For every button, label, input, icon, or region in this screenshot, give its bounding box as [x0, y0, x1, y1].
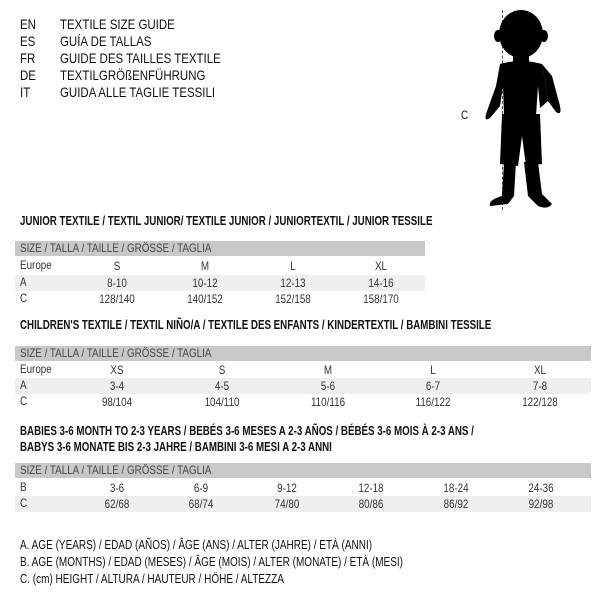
language-code: EN	[20, 16, 36, 32]
table-cell: 18-24	[443, 481, 469, 495]
table-cell: 104/110	[204, 395, 240, 409]
language-code: DE	[20, 67, 36, 83]
table-cell: 9-12	[277, 481, 297, 495]
table-cell: 110/116	[310, 395, 346, 409]
table-cell: 92/98	[528, 497, 554, 511]
legend-line: B. AGE (MONTHS) / EDAD (MESES) / ÂGE (MO…	[20, 555, 403, 569]
table-cell: 6-7	[425, 379, 441, 393]
table-cell: L	[430, 363, 436, 377]
table-cell: 86/92	[443, 497, 469, 511]
language-title: GUIDA ALLE TAGLIE TESSILI	[60, 84, 216, 100]
row-shading	[15, 378, 591, 394]
language-title: TEXTILGRÖßENFÜHRUNG	[60, 67, 206, 83]
table-cell: 10-12	[192, 276, 218, 290]
table-cell: L	[290, 259, 296, 273]
language-title: GUÍA DE TALLAS	[60, 33, 152, 49]
table-cell: 140/152	[187, 292, 223, 306]
table-cell: 4-5	[214, 379, 230, 393]
row-label: C	[20, 394, 28, 408]
size-header-label: SIZE / TALLA / TAILLE / GRÖSSE / TAGLIA	[20, 463, 212, 477]
table-cell: 3-4	[109, 379, 125, 393]
size-header-label: SIZE / TALLA / TAILLE / GRÖSSE / TAGLIA	[20, 241, 212, 255]
table-cell: 116/122	[415, 395, 451, 409]
table-cell: 158/170	[363, 292, 399, 306]
table-cell: XS	[110, 363, 124, 377]
table-cell: 62/68	[104, 497, 130, 511]
language-code: IT	[20, 84, 31, 100]
table-cell: 8-10	[107, 276, 127, 290]
language-title: TEXTILE SIZE GUIDE	[60, 16, 175, 32]
table-title-line2: BABYS 3-6 MONATE BIS 2-3 JAHRE / BAMBINI…	[20, 440, 332, 454]
row-shading	[15, 496, 591, 512]
table-cell: 12-18	[358, 481, 384, 495]
table-cell: 3-6	[109, 481, 125, 495]
table-cell: 24-36	[528, 481, 554, 495]
size-header-bar	[15, 241, 425, 256]
table-cell: M	[323, 363, 333, 377]
size-header-label: SIZE / TALLA / TAILLE / GRÖSSE / TAGLIA	[20, 346, 212, 360]
measure-label: C	[461, 108, 469, 122]
size-header-bar	[15, 463, 591, 478]
row-label: A	[20, 378, 27, 392]
baby-silhouette-icon	[485, 10, 561, 208]
table-cell: 7-8	[532, 379, 548, 393]
row-label: Europe	[20, 258, 52, 272]
table-cell: 128/140	[99, 292, 135, 306]
row-label: Europe	[20, 362, 52, 376]
table-cell: XL	[374, 259, 388, 273]
row-label: C	[20, 496, 28, 510]
table-cell: 12-13	[280, 276, 306, 290]
table-cell: S	[218, 363, 226, 377]
table-title: CHILDREN'S TEXTILE / TEXTIL NIÑO/A / TEX…	[20, 318, 492, 332]
legend-line: C. (cm) HEIGHT / ALTURA / HAUTEUR / HÖHE…	[20, 572, 284, 586]
table-cell: S	[113, 259, 121, 273]
table-title: BABIES 3-6 MONTH TO 2-3 YEARS / BEBÉS 3-…	[20, 424, 474, 438]
table-cell: 5-6	[320, 379, 336, 393]
table-cell: 14-16	[368, 276, 394, 290]
row-label: A	[20, 275, 27, 289]
legend-line: A. AGE (YEARS) / EDAD (AÑOS) / ÂGE (ANS)…	[20, 538, 373, 552]
table-title: JUNIOR TEXTILE / TEXTIL JUNIOR/ TEXTILE …	[20, 214, 433, 228]
table-cell: M	[200, 259, 210, 273]
language-title: GUIDE DES TAILLES TEXTILE	[60, 50, 221, 66]
table-cell: 6-9	[193, 481, 209, 495]
language-code: FR	[20, 50, 36, 66]
row-shading	[15, 275, 425, 291]
row-label: C	[20, 291, 28, 305]
language-code: ES	[20, 33, 36, 49]
table-cell: XL	[533, 363, 547, 377]
size-header-bar	[15, 346, 591, 361]
row-label: B	[20, 480, 27, 494]
table-cell: 152/158	[275, 292, 311, 306]
table-cell: 122/128	[522, 395, 558, 409]
table-cell: 80/86	[358, 497, 384, 511]
table-cell: 74/80	[274, 497, 300, 511]
height-measure-line	[502, 10, 503, 210]
table-cell: 68/74	[188, 497, 214, 511]
table-cell: 98/104	[101, 395, 133, 409]
